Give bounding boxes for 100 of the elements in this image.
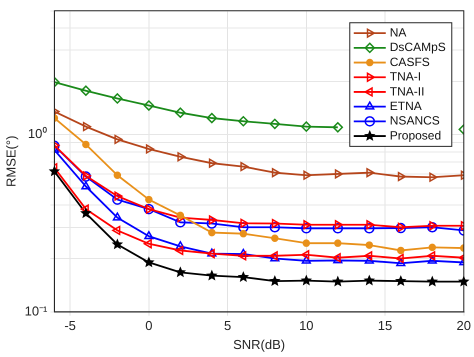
x-axis-title: SNR(dB) xyxy=(233,336,286,352)
point xyxy=(144,239,152,248)
point xyxy=(238,251,246,260)
point xyxy=(364,256,374,264)
point xyxy=(364,251,372,260)
point xyxy=(364,274,376,286)
point xyxy=(144,100,154,111)
point xyxy=(396,254,404,264)
point xyxy=(427,251,436,260)
point xyxy=(397,246,405,254)
point xyxy=(270,222,280,233)
point xyxy=(145,196,153,204)
point xyxy=(143,256,155,268)
point xyxy=(398,172,406,182)
point xyxy=(334,220,344,230)
point xyxy=(426,276,438,286)
point xyxy=(428,244,436,252)
x-tick-label: 15 xyxy=(378,318,392,334)
legend-label: Proposed xyxy=(390,128,442,142)
point xyxy=(303,220,312,230)
point xyxy=(82,140,90,148)
point xyxy=(302,256,311,264)
point xyxy=(301,223,312,234)
x-tick-label: 0 xyxy=(145,318,152,334)
point xyxy=(270,251,278,260)
point xyxy=(176,241,185,250)
point xyxy=(146,144,154,154)
point xyxy=(80,85,92,96)
point xyxy=(303,170,312,180)
legend-label: TNA-I xyxy=(390,70,422,84)
point xyxy=(269,275,281,286)
point xyxy=(238,271,250,282)
point xyxy=(206,112,218,124)
point xyxy=(270,253,280,262)
legend-label: NSANCS xyxy=(390,114,440,128)
point xyxy=(175,217,186,228)
point xyxy=(80,207,92,218)
point xyxy=(112,238,124,250)
point xyxy=(175,246,184,256)
point xyxy=(302,239,310,247)
point xyxy=(176,212,184,220)
point xyxy=(48,165,60,176)
point xyxy=(240,162,249,172)
point xyxy=(366,220,375,230)
point xyxy=(174,266,186,278)
point xyxy=(208,158,218,168)
point xyxy=(112,93,123,104)
point xyxy=(206,270,218,280)
point xyxy=(114,134,123,144)
point xyxy=(82,122,92,132)
point xyxy=(366,241,374,249)
point xyxy=(301,250,310,260)
point xyxy=(395,275,406,286)
point xyxy=(332,122,344,133)
point xyxy=(238,222,249,233)
point xyxy=(458,276,470,286)
point xyxy=(334,239,342,247)
legend-label: DsCAMpS xyxy=(390,40,446,54)
point xyxy=(332,276,344,286)
point xyxy=(334,169,344,179)
x-tick-label: 10 xyxy=(299,318,314,334)
point xyxy=(112,194,123,205)
point xyxy=(300,274,312,286)
point xyxy=(396,258,406,266)
y-tick-label: 10⁻¹ xyxy=(24,303,48,318)
point xyxy=(175,107,186,118)
legend-label: CASFS xyxy=(390,54,430,69)
point xyxy=(366,168,375,178)
point xyxy=(144,230,154,240)
x-tick-label: 5 xyxy=(224,318,232,334)
x-tick-label: 20 xyxy=(456,318,472,334)
point xyxy=(271,234,279,242)
point xyxy=(238,116,249,126)
point xyxy=(112,226,120,236)
point xyxy=(114,171,122,179)
point xyxy=(272,218,280,228)
point xyxy=(301,121,312,132)
point xyxy=(240,230,248,238)
point xyxy=(240,218,249,228)
point xyxy=(429,172,438,182)
x-tick-label: -5 xyxy=(64,318,76,334)
legend-label: TNA-II xyxy=(390,84,424,98)
point xyxy=(364,223,375,234)
y-tick-label: 10⁰ xyxy=(28,126,48,142)
point xyxy=(208,215,218,225)
legend-label: ETNA xyxy=(390,98,422,113)
point xyxy=(428,256,437,264)
point xyxy=(81,181,91,190)
legend-label: NA xyxy=(390,25,406,40)
point xyxy=(114,191,123,201)
point xyxy=(208,228,216,236)
point xyxy=(206,218,218,229)
point xyxy=(333,255,342,264)
point xyxy=(332,223,344,234)
y-axis-title: RMSE(°) xyxy=(3,136,18,188)
point xyxy=(112,212,122,221)
point xyxy=(80,204,89,214)
point xyxy=(270,118,280,130)
point xyxy=(272,168,280,178)
point xyxy=(177,152,186,162)
